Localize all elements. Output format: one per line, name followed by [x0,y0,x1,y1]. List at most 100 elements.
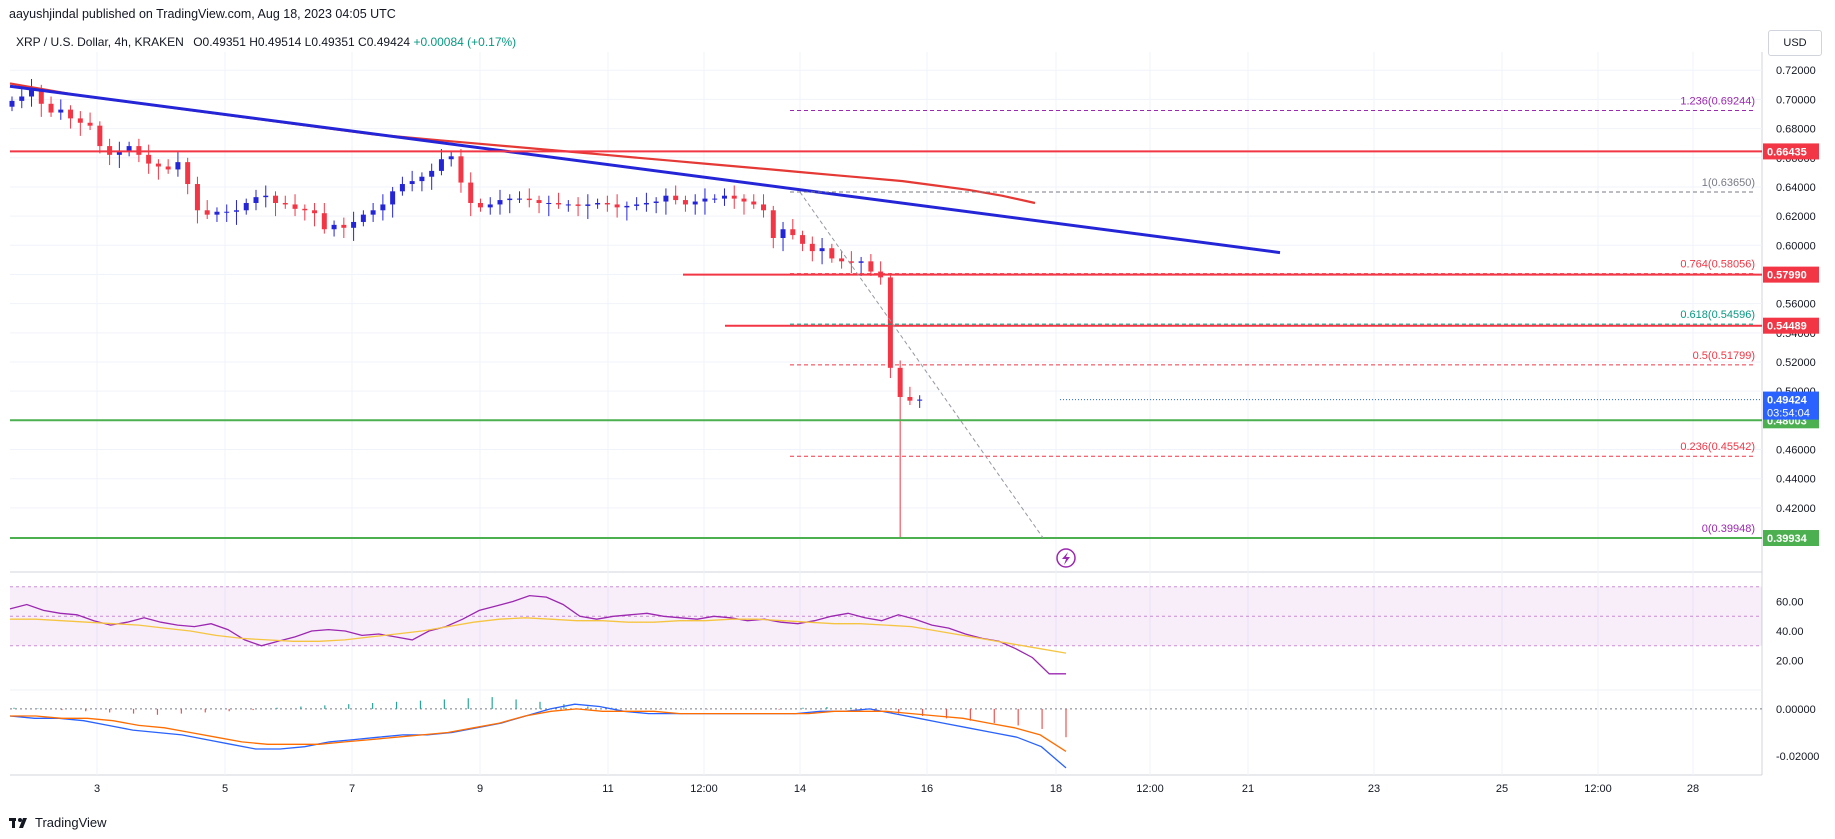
signal-line [10,708,1067,752]
moving-average-line [9,82,1036,205]
candle-body [429,170,435,177]
candle-body [312,210,318,214]
macd-pane[interactable] [9,697,1762,769]
candle-body [263,195,269,198]
time-tick-label: 25 [1496,783,1508,795]
candle-body [682,200,688,205]
resistance-price-tag [1763,317,1819,334]
candle-body [282,202,288,205]
candle-body [292,204,298,209]
fib-level-label: 1.236(0.69244) [1680,95,1755,107]
fib-level-label: 1(0.63650) [1702,177,1755,189]
price-tick-label: 0.68000 [1776,124,1816,136]
price-tick-label: 0.56000 [1776,299,1816,311]
candle-body [302,208,308,211]
rsi-tick-label: 40.00 [1776,626,1804,638]
time-tick-label: 14 [794,783,806,795]
bearish-trendline [9,84,1281,255]
candle-body [87,122,93,126]
close-value: C0.49424 [358,35,411,49]
candle-body [565,204,571,206]
time-tick-label: 12:00 [1584,783,1612,795]
rsi-pane[interactable] [9,586,1762,675]
currency-selector[interactable]: USD [1768,30,1822,56]
candle-body [643,202,649,205]
candle-body [409,181,415,185]
candle-body [487,204,493,208]
candle-body [790,229,796,236]
open-value: O0.49351 [193,35,246,49]
time-tick-label: 28 [1687,783,1699,795]
resistance-price-tag [1763,143,1819,160]
candle-body [731,195,737,199]
candle-body [390,191,396,205]
candle-body [595,202,601,205]
fib-level-label: 0.5(0.51799) [1693,350,1755,362]
rsi-line [9,594,1066,675]
candle-body [370,210,376,215]
candle-body [721,195,727,199]
candle-body [204,210,210,215]
candle-body [116,151,122,155]
tradingview-logo[interactable]: TradingView [9,815,107,830]
candle-body [29,89,35,97]
candle-body [907,397,913,401]
price-pane[interactable]: 1.236(0.69244) 1(0.63650) 0.764(0.58056) 0.… [9,78,1763,568]
resistance-price-label: 0.66435 [1767,146,1807,158]
time-axis[interactable]: 3 5 7 9 11 12:00 14 16 18 12:00 21 23 25 12:00 28 [94,783,1699,795]
candle-body [604,202,610,205]
candle-body [624,205,630,208]
last-price-tag [1763,391,1819,420]
fib-level-label: 0.618(0.54596) [1680,309,1755,321]
candle-body [839,258,845,262]
price-axis[interactable]: 0.720000.700000.680000.660000.640000.620… [1763,65,1819,763]
candle-body [273,195,279,203]
candle-body [819,248,825,252]
candle-body [224,211,230,213]
high-value: H0.49514 [249,35,302,49]
candle-body [770,210,776,238]
last-price-label: 0.49424 [1767,395,1808,407]
tradingview-logo-icon [9,817,27,828]
fib-level-label: 0.236(0.45542) [1680,441,1755,453]
candle-body [19,96,25,101]
candle-body [58,109,64,113]
candle-body [653,201,659,203]
candle-body [868,261,874,272]
rsi-ma-line [10,617,1067,654]
time-tick-label: 9 [477,783,483,795]
candle-body [741,198,747,202]
candle-body [458,156,464,183]
candle-body [536,200,542,203]
candle-body [829,248,835,259]
price-tick-label: 0.52000 [1776,357,1816,369]
price-tick-label: 0.64000 [1776,182,1816,194]
candle-body [497,200,503,205]
candle-body [194,184,200,211]
candle-body [438,159,444,171]
candle-body [673,195,679,201]
candle-body [331,224,337,230]
lightning-bolt-icon [1062,552,1070,565]
brand-label: TradingView [35,815,107,830]
candle-body [321,213,327,230]
candle-body [155,163,161,167]
candle-body [448,156,454,160]
resistance-price-label: 0.57990 [1767,270,1807,282]
candle-body [575,204,581,206]
price-tick-label: 0.42000 [1776,503,1816,515]
time-tick-label: 12:00 [690,783,718,795]
candle-body [800,235,806,244]
candle-body [526,198,532,201]
time-tick-label: 12:00 [1136,783,1164,795]
time-tick-label: 7 [349,783,355,795]
price-tick-label: 0.46000 [1776,445,1816,457]
rsi-tick-label: 60.00 [1776,597,1804,609]
symbol-title: XRP / U.S. Dollar, 4h, KRAKEN [16,35,184,49]
publisher-label: aayushjindal published on TradingView.co… [9,7,396,21]
bar-countdown-label: 03:54:04 [1767,408,1810,420]
candle-body [917,399,923,401]
candle-body [380,204,386,211]
candle-body [692,201,698,205]
